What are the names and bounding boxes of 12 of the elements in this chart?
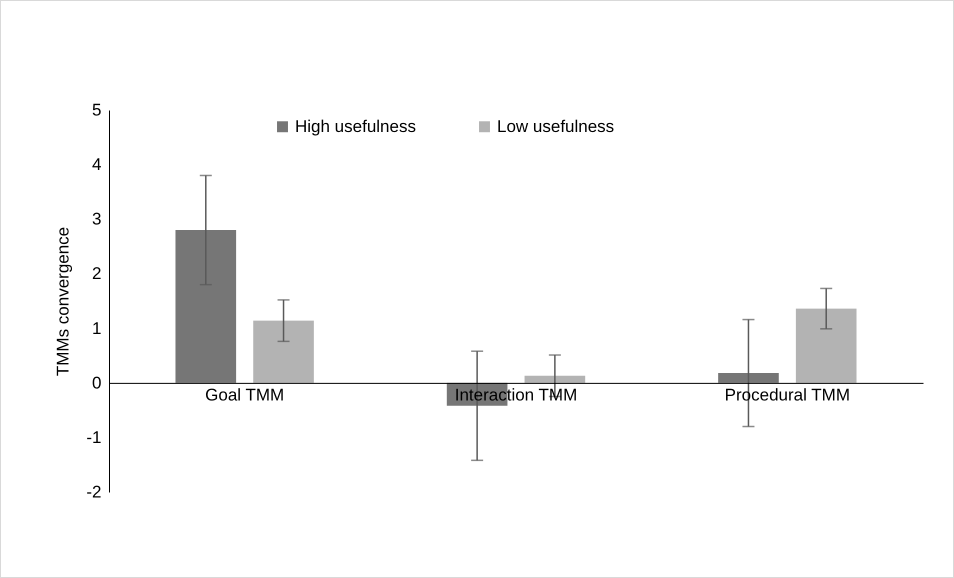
y-tick-label: 3: [92, 210, 102, 229]
y-tick-label: 2: [92, 264, 102, 284]
legend-label: Low usefulness: [497, 116, 614, 136]
y-tick-label: 5: [92, 100, 102, 120]
y-tick-label: 1: [92, 318, 102, 338]
legend-label: High usefulness: [295, 116, 416, 136]
x-tick-label: Goal TMM: [205, 385, 284, 404]
y-tick-label: 4: [92, 155, 102, 174]
y-tick-label: -1: [86, 428, 102, 447]
y-axis-title: TMMs convergence: [53, 226, 72, 376]
y-tick-label: 0: [92, 373, 102, 392]
y-tick-label: -2: [86, 482, 102, 502]
